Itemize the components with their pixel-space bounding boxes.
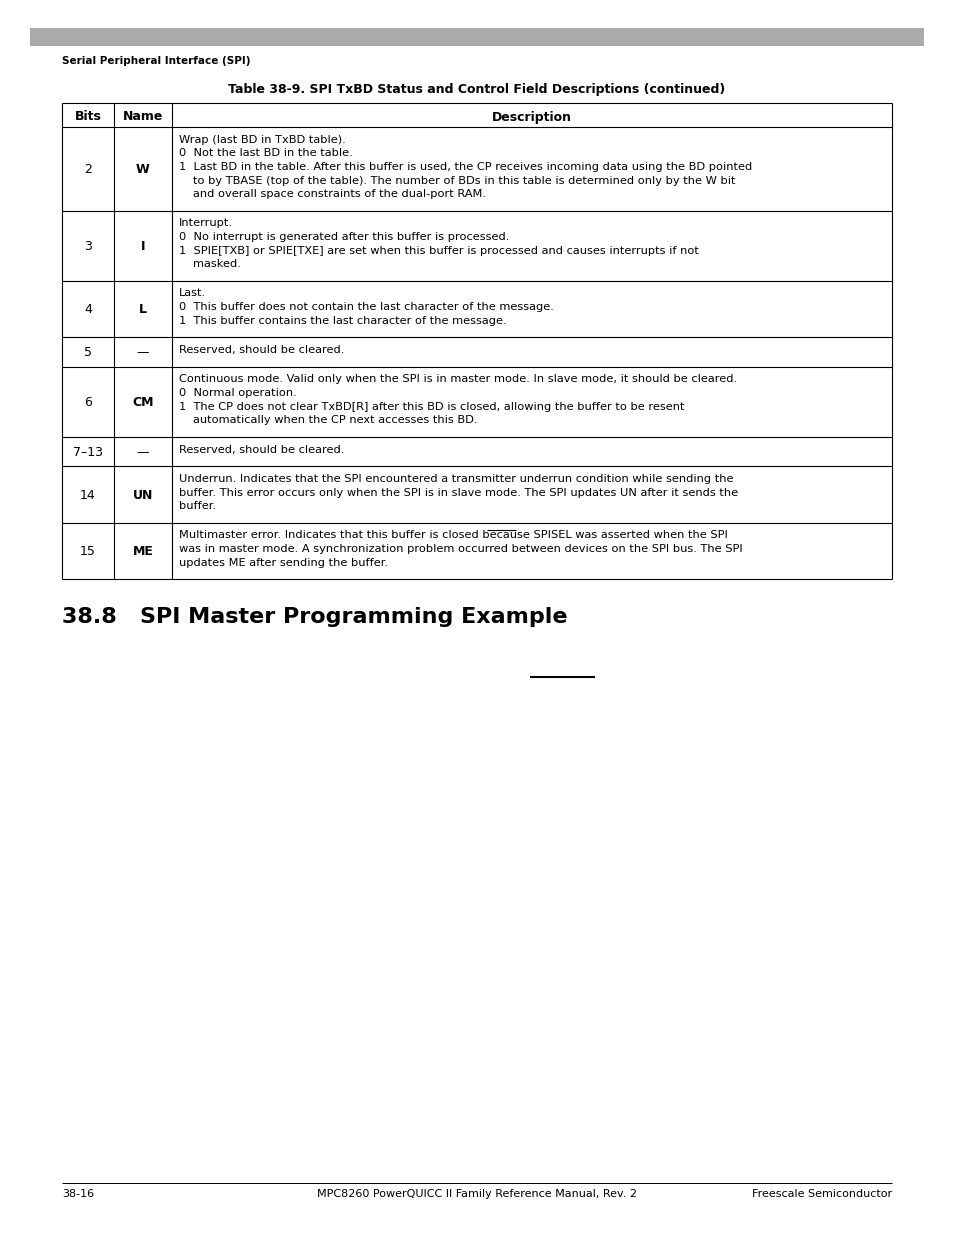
Text: Reserved, should be cleared.: Reserved, should be cleared.: [179, 345, 344, 354]
Text: CM: CM: [132, 396, 153, 409]
Text: 1  SPIE[TXB] or SPIE[TXE] are set when this buffer is processed and causes inter: 1 SPIE[TXB] or SPIE[TXE] are set when th…: [179, 246, 699, 256]
Text: updates ME after sending the buffer.: updates ME after sending the buffer.: [179, 557, 388, 568]
Text: 5: 5: [84, 346, 91, 359]
Text: Underrun. Indicates that the SPI encountered a transmitter underrun condition wh: Underrun. Indicates that the SPI encount…: [179, 474, 733, 484]
Text: 2: 2: [84, 163, 91, 177]
Text: 7–13: 7–13: [73, 446, 103, 458]
Text: Description: Description: [492, 110, 572, 124]
Text: 0  Normal operation.: 0 Normal operation.: [179, 388, 296, 398]
Text: W: W: [136, 163, 150, 177]
Text: 0  No interrupt is generated after this buffer is processed.: 0 No interrupt is generated after this b…: [179, 232, 509, 242]
Text: Wrap (last BD in TxBD table).: Wrap (last BD in TxBD table).: [179, 135, 345, 144]
Text: 1  The CP does not clear TxBD[R] after this BD is closed, allowing the buffer to: 1 The CP does not clear TxBD[R] after th…: [179, 401, 684, 411]
Text: Serial Peripheral Interface (SPI): Serial Peripheral Interface (SPI): [62, 56, 251, 65]
Text: Freescale Semiconductor: Freescale Semiconductor: [751, 1189, 891, 1199]
Text: masked.: masked.: [193, 259, 240, 269]
Text: 3: 3: [84, 240, 91, 253]
Text: Continuous mode. Valid only when the SPI is in master mode. In slave mode, it sh: Continuous mode. Valid only when the SPI…: [179, 374, 737, 384]
Text: Last.: Last.: [179, 289, 206, 299]
Text: Table 38-9. SPI TxBD Status and Control Field Descriptions (continued): Table 38-9. SPI TxBD Status and Control …: [228, 83, 725, 96]
Text: ME: ME: [132, 545, 153, 558]
Text: 4: 4: [84, 304, 91, 316]
Text: 0  This buffer does not contain the last character of the message.: 0 This buffer does not contain the last …: [179, 303, 554, 312]
Text: automatically when the CP next accesses this BD.: automatically when the CP next accesses …: [193, 415, 477, 425]
Text: Reserved, should be cleared.: Reserved, should be cleared.: [179, 445, 344, 454]
Text: to by TBASE (top of the table). The number of BDs in this table is determined on: to by TBASE (top of the table). The numb…: [193, 175, 735, 185]
Text: 14: 14: [80, 489, 95, 501]
Text: L: L: [139, 304, 147, 316]
Text: 15: 15: [80, 545, 96, 558]
Text: —: —: [136, 446, 149, 458]
Text: Interrupt.: Interrupt.: [179, 219, 233, 228]
Text: Bits: Bits: [74, 110, 101, 124]
Text: 0  Not the last BD in the table.: 0 Not the last BD in the table.: [179, 148, 353, 158]
Text: buffer.: buffer.: [179, 501, 216, 511]
Text: and overall space constraints of the dual-port RAM.: and overall space constraints of the dua…: [193, 189, 485, 199]
Text: UN: UN: [132, 489, 153, 501]
Text: 1  Last BD in the table. After this buffer is used, the CP receives incoming dat: 1 Last BD in the table. After this buffe…: [179, 162, 752, 172]
Text: 1  This buffer contains the last character of the message.: 1 This buffer contains the last characte…: [179, 315, 506, 326]
Text: I: I: [141, 240, 145, 253]
Text: was in master mode. A synchronization problem occurred between devices on the SP: was in master mode. A synchronization pr…: [179, 543, 742, 555]
Text: MPC8260 PowerQUICC II Family Reference Manual, Rev. 2: MPC8260 PowerQUICC II Family Reference M…: [316, 1189, 637, 1199]
Text: Name: Name: [123, 110, 163, 124]
Text: buffer. This error occurs only when the SPI is in slave mode. The SPI updates UN: buffer. This error occurs only when the …: [179, 488, 738, 498]
Text: 38-16: 38-16: [62, 1189, 94, 1199]
Text: Multimaster error. Indicates that this buffer is closed because SPISEL was asser: Multimaster error. Indicates that this b…: [179, 531, 727, 541]
Bar: [30, 28, 923, 46]
Text: 6: 6: [84, 396, 91, 409]
Text: —: —: [136, 346, 149, 359]
Text: 38.8   SPI Master Programming Example: 38.8 SPI Master Programming Example: [62, 606, 567, 627]
